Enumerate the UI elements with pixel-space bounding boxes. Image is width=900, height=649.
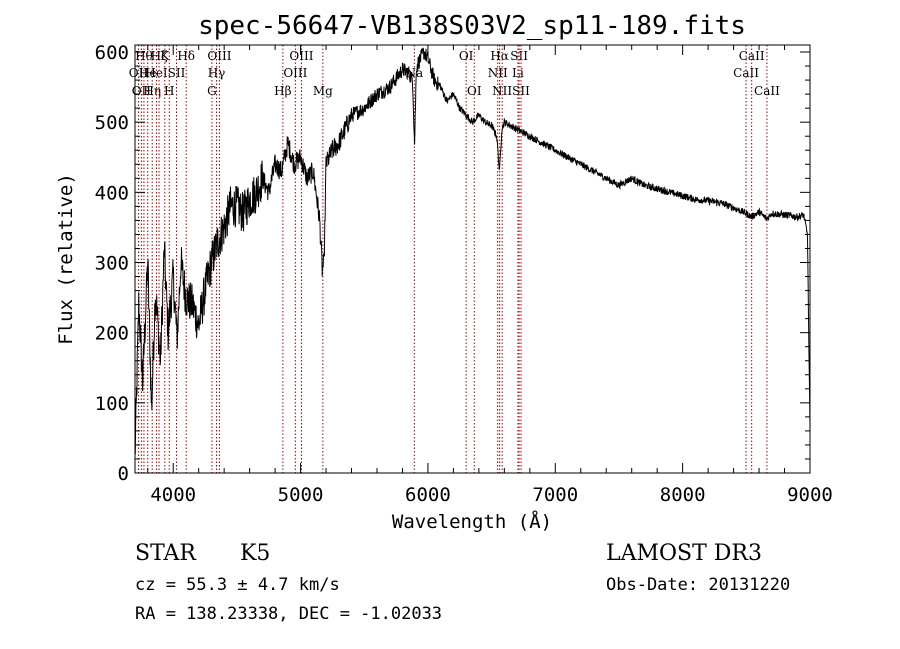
y-tick-label: 600: [95, 42, 129, 64]
y-tick-label: 0: [118, 463, 129, 485]
line-marker-label: CaII: [739, 49, 765, 63]
y-tick-label: 300: [95, 253, 129, 275]
redshift-cz: cz = 55.3 ± 4.7 km/s: [135, 575, 340, 595]
line-marker-label: SII: [510, 49, 528, 63]
y-tick-label: 200: [95, 323, 129, 345]
survey-name: LAMOST DR3: [606, 541, 762, 566]
line-marker-label: G: [207, 84, 217, 98]
y-tick-label: 100: [95, 393, 129, 415]
line-marker-label: Hη: [143, 84, 161, 98]
line-marker-label: Hβ: [274, 84, 291, 98]
x-tick-label: 5000: [278, 484, 324, 506]
x-tick-label: 9000: [787, 484, 833, 506]
line-marker-label: Hδ: [177, 49, 195, 63]
y-axis-ticks: 0 100 200 300 400 500 600: [95, 42, 810, 485]
line-marker-label: H: [164, 84, 174, 98]
line-marker-label: Hα: [490, 49, 509, 63]
line-marker-label: OIII: [283, 66, 307, 80]
line-marker-label: Hζ: [151, 49, 168, 63]
chart-title: spec-56647-VB138S03V2_sp11-189.fits: [198, 11, 746, 41]
x-tick-label: 4000: [150, 484, 196, 506]
line-marker-label: K: [160, 49, 170, 63]
line-marker-label: NII: [492, 84, 512, 98]
spectrum-line: [134, 47, 811, 455]
spectrum-series: [134, 47, 811, 455]
y-tick-label: 500: [95, 112, 129, 134]
line-marker-label: OI: [467, 84, 482, 98]
line-marker-label: SII: [512, 84, 530, 98]
line-markers: OIIOIIHθHeHηHeIHζKHSIIHδGHγOIIIHβOIIIOII…: [129, 45, 780, 473]
x-axis-label: Wavelength (Å): [392, 510, 552, 533]
x-tick-label: 7000: [532, 484, 578, 506]
line-marker-label: OIII: [207, 49, 231, 63]
object-subclass: K5: [240, 541, 270, 566]
y-axis-label: Flux (relative): [55, 173, 77, 345]
line-marker-label: OIII: [289, 49, 313, 63]
plot-frame: [134, 44, 811, 474]
x-tick-label: 8000: [660, 484, 706, 506]
line-marker-label: NII: [488, 66, 508, 80]
line-marker-label: CaII: [754, 84, 780, 98]
line-marker-label: SII: [168, 66, 186, 80]
coordinates: RA = 138.23338, DEC = -1.02033: [135, 604, 442, 624]
y-tick-label: 400: [95, 182, 129, 204]
x-tick-label: 6000: [405, 484, 451, 506]
line-marker-label: CaII: [733, 66, 759, 80]
line-marker-label: HeI: [145, 66, 168, 80]
line-marker-label: Hγ: [208, 66, 226, 80]
line-marker-label: Li: [512, 66, 524, 80]
line-marker-label: OI: [459, 49, 474, 63]
obs-date: Obs-Date: 20131220: [606, 575, 790, 595]
x-axis-ticks: 4000 5000 6000 7000 8000 9000: [147, 45, 833, 506]
line-marker-label: Mg: [313, 84, 333, 98]
object-class: STAR: [135, 541, 197, 566]
